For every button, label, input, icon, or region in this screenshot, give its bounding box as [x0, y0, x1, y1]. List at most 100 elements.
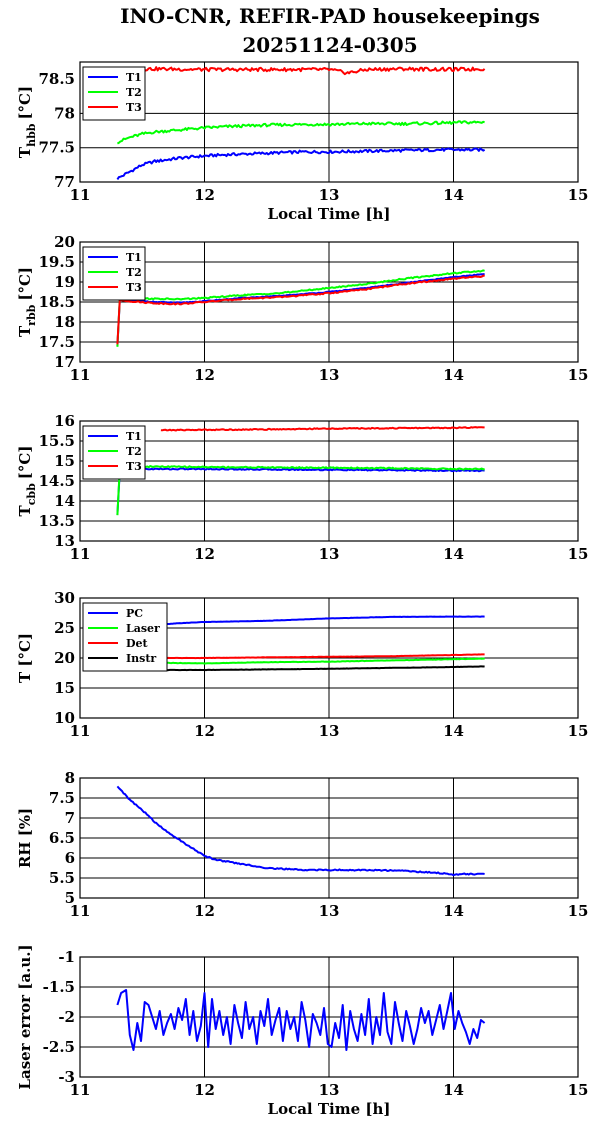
- series-line-t3: [160, 426, 485, 432]
- legend-entry: T3: [126, 281, 142, 294]
- x-tick-label: 12: [194, 902, 215, 920]
- legend: T1 T2 T3: [82, 246, 146, 301]
- series-line-t3: [116, 274, 485, 345]
- x-tick-label: 12: [194, 1081, 215, 1099]
- chart-panel-5: 11 12 13 14 15 5 5.5 6 6.5 7 7.5 8 RH [%]: [16, 769, 588, 920]
- y-axis-label-main: T: [16, 146, 34, 158]
- legend-entry: T1: [126, 430, 142, 443]
- legend-entry: T3: [126, 460, 142, 473]
- plot-frame: [79, 420, 579, 542]
- y-axis-label-subscript: rbb: [25, 304, 38, 325]
- plot-frame: [79, 61, 579, 183]
- x-tick-label: 13: [319, 722, 340, 740]
- x-tick-label: 11: [70, 366, 91, 384]
- legend: T1 T2 T3: [82, 425, 146, 480]
- legend: T1 T2 T3: [82, 66, 146, 121]
- y-axis-label-main: T: [16, 504, 34, 516]
- y-tick-label: 6: [65, 849, 75, 867]
- x-tick-label: 15: [568, 545, 589, 563]
- figure-title-line-2: 20251124-0305: [242, 33, 417, 57]
- x-tick-label: 11: [70, 722, 91, 740]
- x-tick-label: 15: [568, 366, 589, 384]
- x-tick-label: 13: [319, 366, 340, 384]
- figure-title-line-1: INO-CNR, REFIR-PAD housekeepings: [120, 4, 540, 28]
- x-tick-label: 13: [319, 1081, 340, 1099]
- series-line-t1: [116, 467, 485, 515]
- y-tick-label: 20: [54, 649, 75, 667]
- y-tick-label: -2.5: [43, 1038, 75, 1056]
- y-tick-label: 8: [65, 769, 75, 787]
- legend-entry: Instr: [126, 652, 156, 665]
- legend-entry: T1: [126, 251, 142, 264]
- x-axis-label: Local Time [h]: [268, 205, 391, 223]
- x-tick-label: 11: [70, 1081, 91, 1099]
- x-tick-label: 13: [319, 186, 340, 204]
- chart-panel-3: 11 12 13 14 15 13 13.5 14 14.5 15 15.5 16 Tcbb [°C] T1…: [16, 412, 588, 563]
- legend-entry: Laser: [126, 622, 160, 635]
- y-tick-label: 7.5: [49, 789, 75, 807]
- x-tick-label: 12: [194, 186, 215, 204]
- y-axis-label-main: RH [%]: [16, 808, 34, 868]
- legend-entry: T1: [126, 71, 142, 84]
- plot-frame: [79, 956, 579, 1078]
- y-tick-label: 6.5: [49, 829, 75, 847]
- legend-box: [82, 425, 146, 480]
- y-tick-label: 14.5: [38, 472, 75, 490]
- y-tick-label: 14: [54, 492, 75, 510]
- series-line-t2: [116, 465, 485, 516]
- series-line-t3: [117, 66, 486, 76]
- plot-frame: [79, 241, 579, 363]
- legend-entry: T2: [126, 445, 142, 458]
- y-tick-label: 20: [54, 233, 75, 251]
- series-line-laser: [160, 657, 485, 665]
- y-tick-label: 13.5: [38, 512, 75, 530]
- series-line-t1: [116, 273, 485, 346]
- y-tick-label: -3: [58, 1068, 75, 1086]
- y-tick-label: 10: [54, 709, 75, 727]
- series-line-data: [116, 989, 486, 1051]
- x-tick-label: 15: [568, 722, 589, 740]
- x-tick-label: 15: [568, 902, 589, 920]
- y-tick-label: 15: [54, 679, 75, 697]
- legend-entry: Det: [126, 637, 149, 650]
- y-tick-label: 18.5: [38, 293, 75, 311]
- y-axis-label-subscript: hbb: [25, 123, 38, 147]
- y-tick-label: 77.5: [38, 139, 75, 157]
- y-tick-label: 15.5: [38, 432, 75, 450]
- y-axis-label: Trbb [°C]: [16, 267, 38, 337]
- legend-entry: T2: [126, 266, 142, 279]
- y-tick-label: 18: [54, 313, 75, 331]
- y-tick-label: 19: [54, 273, 75, 291]
- y-tick-label: 78.5: [38, 70, 75, 88]
- x-tick-label: 14: [443, 722, 464, 740]
- legend-box: [82, 602, 168, 672]
- y-axis-label-unit: [°C]: [16, 446, 34, 480]
- y-axis-label-main: T: [16, 325, 34, 337]
- chart-panel-4: 11 12 13 14 15 10 15 20 25 30 T [°C] PC Laser Det Inst…: [16, 589, 588, 740]
- y-tick-label: 16: [54, 412, 75, 430]
- chart-panel-6: 11 12 13 14 15 -3 -2.5 -2 -1.5 -1 Laser error [a.u…: [16, 944, 588, 1118]
- y-tick-label: 15: [54, 452, 75, 470]
- y-tick-label: 77: [54, 173, 75, 191]
- y-axis-label: Thbb [°C]: [16, 86, 38, 158]
- y-tick-label: 17.5: [38, 333, 75, 351]
- x-tick-label: 15: [568, 186, 589, 204]
- y-axis-label-unit: [°C]: [16, 267, 34, 301]
- legend-box: [82, 66, 146, 121]
- plot-frame: [79, 597, 579, 719]
- x-tick-label: 13: [319, 545, 340, 563]
- legend: PC Laser Det Instr: [82, 602, 168, 672]
- series-line-instr: [160, 665, 485, 672]
- x-tick-label: 11: [70, 545, 91, 563]
- series-line-data: [116, 785, 485, 877]
- y-tick-label: 5.5: [49, 869, 75, 887]
- y-axis-label: Laser error [a.u.]: [16, 944, 34, 1089]
- y-axis-label: RH [%]: [16, 808, 34, 868]
- x-axis-label: Local Time [h]: [268, 1100, 391, 1118]
- y-tick-label: -2: [58, 1008, 75, 1026]
- y-axis-label-main: T [°C]: [16, 633, 34, 683]
- legend-entry: T3: [126, 101, 142, 114]
- series-line-t2: [116, 120, 485, 145]
- x-tick-label: 14: [443, 186, 464, 204]
